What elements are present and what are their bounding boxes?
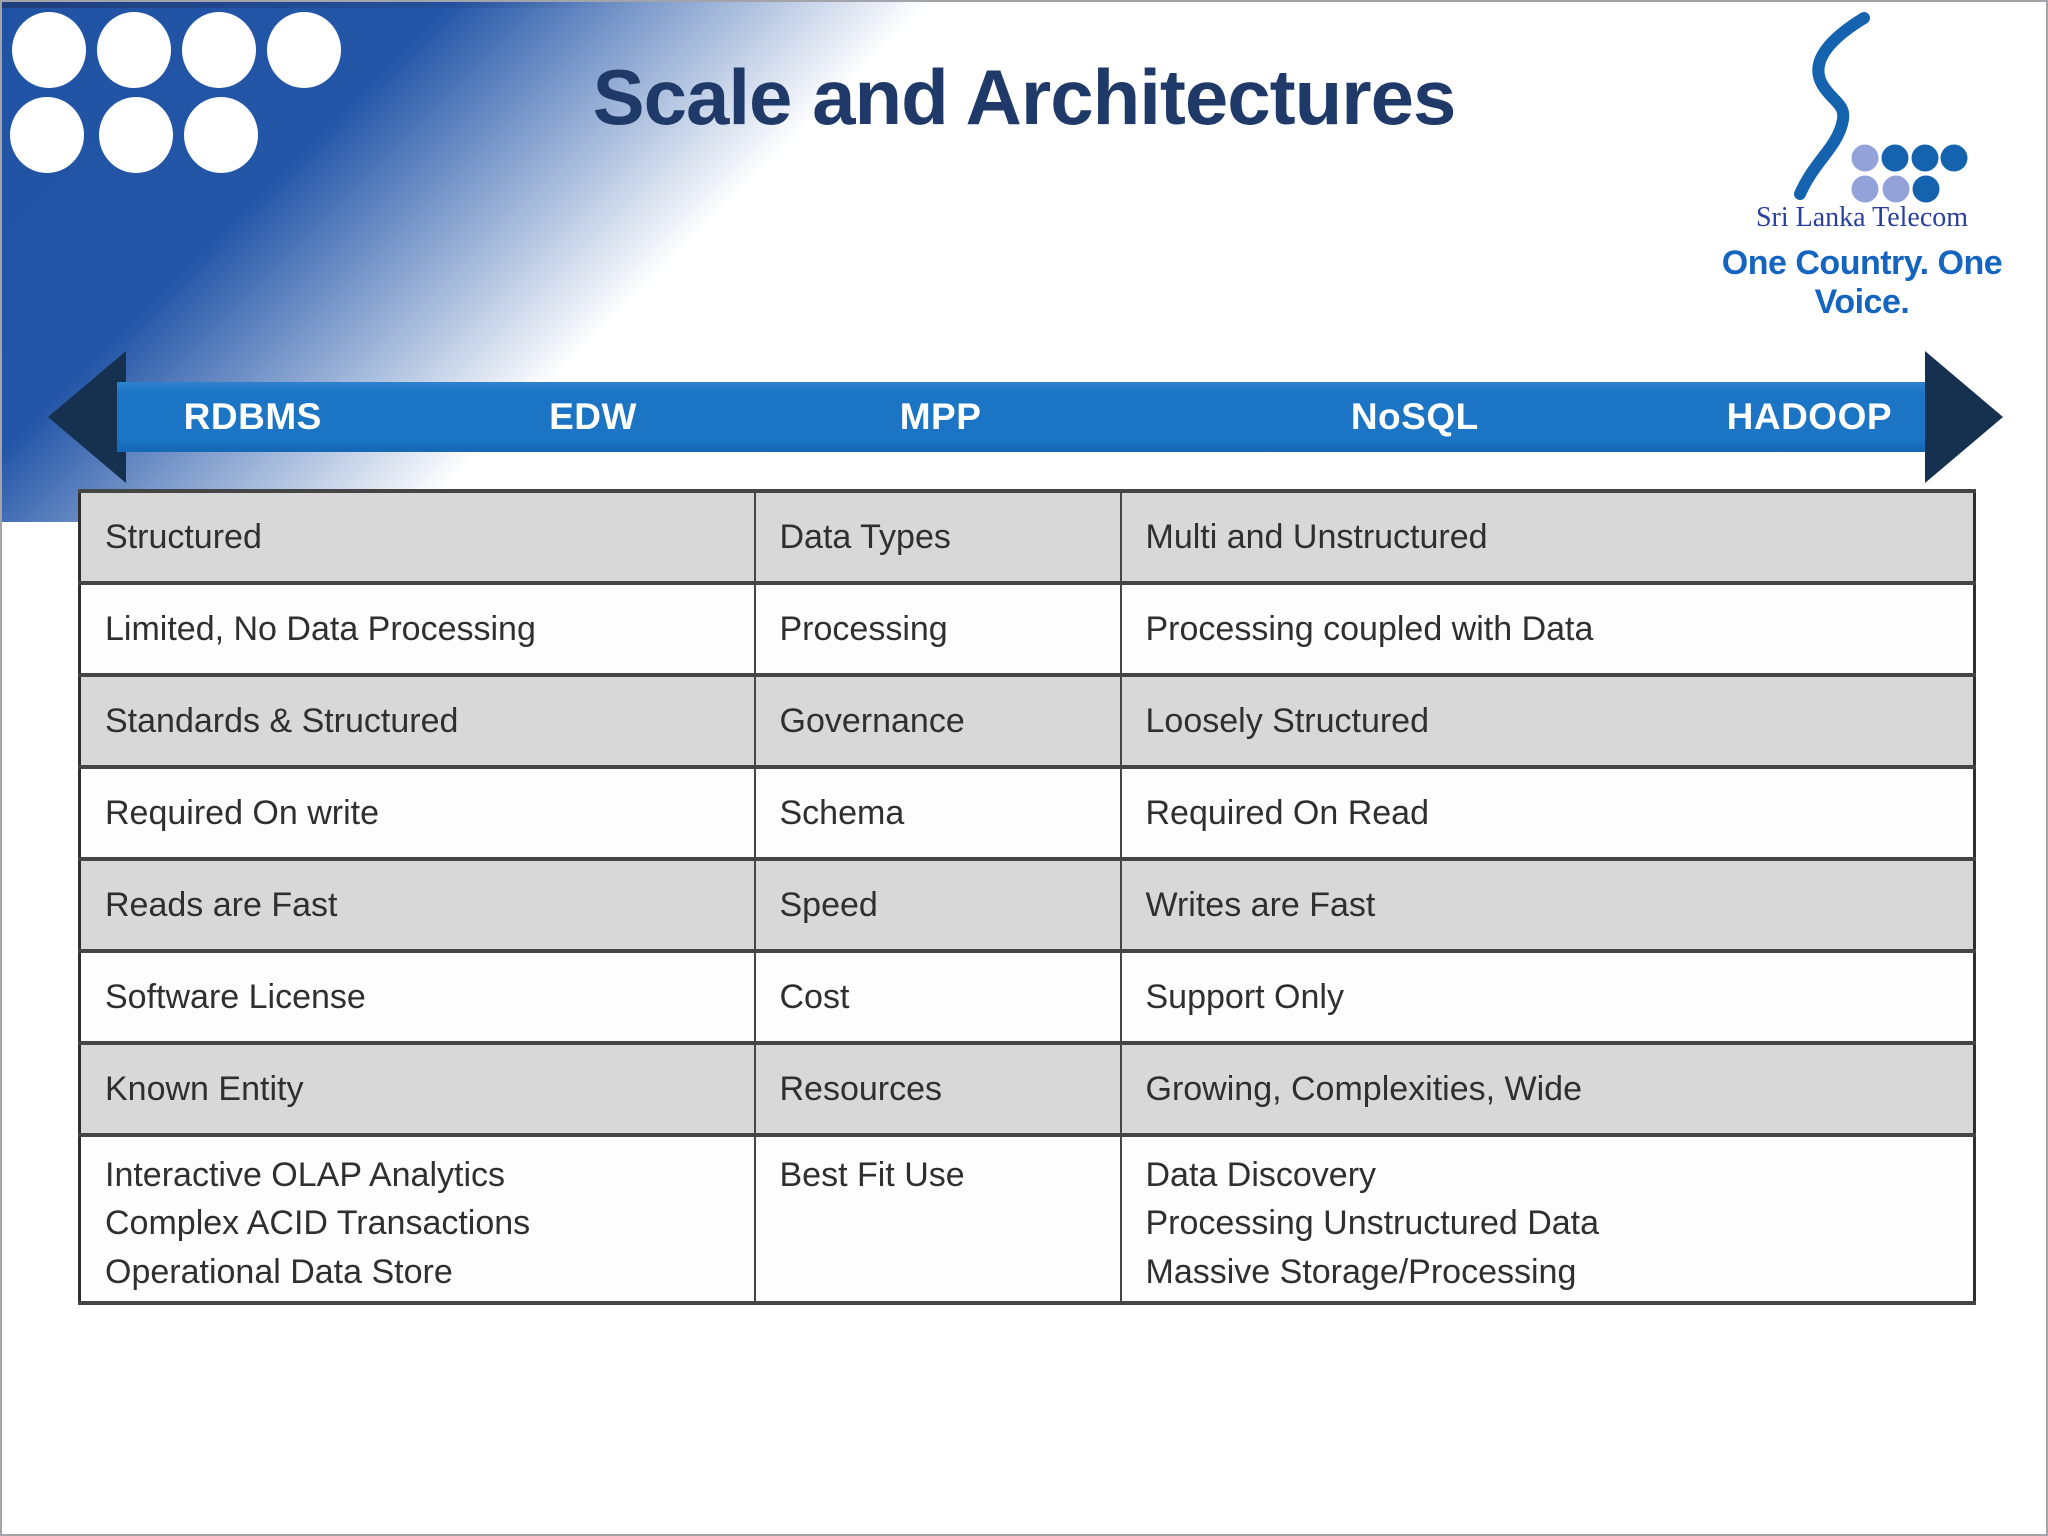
architecture-spectrum-band: RDBMS EDW MPP NoSQL HADOOP bbox=[2, 350, 2046, 484]
table-row: Standards & Structured Governance Loosel… bbox=[78, 673, 1976, 769]
cell-category: Data Types bbox=[753, 489, 1122, 585]
white-circle-icon bbox=[97, 12, 171, 88]
slt-logo-dots-icon bbox=[1851, 144, 1968, 203]
table-row: Structured Data Types Multi and Unstruct… bbox=[78, 489, 1976, 585]
cell-line: Massive Storage/Processing bbox=[1145, 1252, 1577, 1291]
spectrum-label-mpp: MPP bbox=[899, 396, 982, 437]
logo-tagline: One Country. One Voice. bbox=[1721, 244, 2003, 321]
cell-rdbms-side: Limited, No Data Processing bbox=[78, 581, 756, 677]
cell-hadoop-side: Writes are Fast bbox=[1119, 857, 1976, 953]
cell-category: Speed bbox=[753, 857, 1122, 953]
cell-hadoop-side: Multi and Unstructured bbox=[1119, 489, 1976, 585]
cell-hadoop-side: Required On Read bbox=[1119, 765, 1976, 861]
slt-s-swoosh-icon bbox=[1794, 12, 1870, 200]
corner-top-edge bbox=[2, 2, 642, 8]
cell-hadoop-side: Growing, Complexities, Wide bbox=[1119, 1041, 1976, 1137]
table-row: Software License Cost Support Only bbox=[78, 949, 1976, 1045]
white-circle-icon bbox=[99, 97, 173, 173]
cell-category: Resources bbox=[753, 1041, 1122, 1137]
cell-rdbms-side: Required On write bbox=[78, 765, 756, 861]
cell-rdbms-side: Known Entity bbox=[78, 1041, 756, 1137]
cell-rdbms-side: Reads are Fast bbox=[78, 857, 756, 953]
cell-category: Best Fit Use bbox=[753, 1133, 1122, 1305]
cell-line: Processing Unstructured Data bbox=[1145, 1204, 1600, 1243]
table-row: Required On write Schema Required On Rea… bbox=[78, 765, 1976, 861]
white-circle-icon bbox=[12, 12, 86, 88]
cell-rdbms-side: Structured bbox=[78, 489, 756, 585]
cell-category: Cost bbox=[753, 949, 1122, 1045]
cell-line: Operational Data Store bbox=[105, 1252, 453, 1291]
table-row: Limited, No Data Processing Processing P… bbox=[78, 581, 1976, 677]
comparison-table: Structured Data Types Multi and Unstruct… bbox=[78, 489, 1976, 1305]
cell-line: Complex ACID Transactions bbox=[105, 1204, 531, 1243]
white-circle-icon bbox=[184, 97, 258, 173]
page-title: Scale and Architectures bbox=[592, 53, 1457, 141]
right-arrowhead-icon bbox=[1925, 351, 2003, 483]
table-row: Known Entity Resources Growing, Complexi… bbox=[78, 1041, 1976, 1137]
spectrum-label-nosql: NoSQL bbox=[1350, 396, 1479, 437]
spectrum-label-edw: EDW bbox=[549, 396, 637, 437]
cell-hadoop-side: Loosely Structured bbox=[1119, 673, 1976, 769]
cell-category: Processing bbox=[753, 581, 1122, 677]
table-row: Reads are Fast Speed Writes are Fast bbox=[78, 857, 1976, 953]
cell-hadoop-side: Support Only bbox=[1119, 949, 1976, 1045]
spectrum-label-rdbms: RDBMS bbox=[183, 396, 322, 437]
white-circle-icon bbox=[10, 97, 84, 173]
cell-rdbms-side: Interactive OLAP Analytics Complex ACID … bbox=[78, 1133, 756, 1305]
logo-wordmark: Sri Lanka Telecom bbox=[1755, 202, 1969, 233]
cell-line: Interactive OLAP Analytics bbox=[105, 1156, 506, 1194]
sri-lanka-telecom-logo: Sri Lanka Telecom One Country. One Voice… bbox=[1682, 10, 2042, 321]
cell-category: Schema bbox=[753, 765, 1122, 861]
cell-rdbms-side: Software License bbox=[78, 949, 756, 1045]
table-row: Interactive OLAP Analytics Complex ACID … bbox=[78, 1133, 1976, 1305]
white-circle-icon bbox=[182, 12, 256, 88]
cell-hadoop-side: Data Discovery Processing Unstructured D… bbox=[1119, 1133, 1976, 1305]
left-arrowhead-icon bbox=[48, 351, 126, 483]
cell-hadoop-side: Processing coupled with Data bbox=[1119, 581, 1976, 677]
slt-logo-mark-icon bbox=[1794, 12, 1968, 203]
cell-rdbms-side: Standards & Structured bbox=[78, 673, 756, 769]
spectrum-bar: RDBMS EDW MPP NoSQL HADOOP bbox=[117, 382, 1927, 452]
white-circle-icon bbox=[267, 12, 341, 88]
cell-category: Governance bbox=[753, 673, 1122, 769]
spectrum-label-hadoop: HADOOP bbox=[1726, 396, 1893, 437]
cell-line: Data Discovery bbox=[1145, 1156, 1377, 1194]
